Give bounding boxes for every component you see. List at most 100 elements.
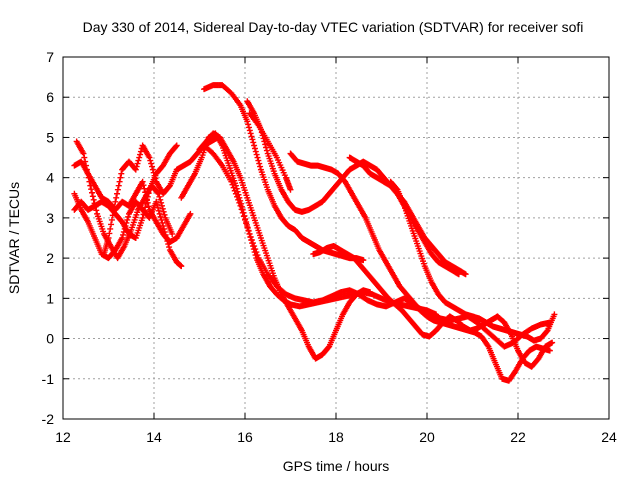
data-point bbox=[152, 175, 159, 182]
data-point bbox=[228, 178, 235, 185]
series-sat-l bbox=[287, 150, 553, 384]
data-point bbox=[154, 204, 161, 211]
data-point bbox=[263, 147, 270, 154]
data-point bbox=[141, 185, 148, 192]
data-point bbox=[242, 216, 248, 223]
data-point bbox=[254, 154, 261, 161]
y-tick-label: -2 bbox=[42, 411, 55, 427]
data-point bbox=[120, 231, 127, 238]
data-point bbox=[137, 151, 144, 158]
data-point bbox=[172, 143, 179, 150]
data-point bbox=[252, 148, 259, 155]
data-point bbox=[136, 154, 143, 161]
data-point bbox=[287, 186, 294, 193]
y-tick-label: -1 bbox=[42, 371, 55, 387]
data-point bbox=[106, 230, 113, 237]
data-point bbox=[237, 202, 244, 209]
data-point bbox=[247, 130, 254, 137]
data-point bbox=[367, 289, 374, 296]
data-point bbox=[245, 121, 252, 128]
data-point bbox=[249, 240, 256, 247]
data-point bbox=[178, 263, 185, 270]
data-point bbox=[87, 182, 94, 189]
data-point bbox=[157, 196, 164, 203]
data-point bbox=[551, 311, 558, 318]
series-sat-d bbox=[73, 138, 176, 262]
x-tick-label: 22 bbox=[510, 429, 526, 445]
data-point bbox=[140, 211, 147, 218]
data-point bbox=[248, 237, 255, 244]
data-point bbox=[484, 342, 491, 349]
y-tick-label: 7 bbox=[46, 49, 54, 65]
data-point bbox=[119, 235, 126, 241]
data-point bbox=[117, 174, 124, 181]
x-tick-label: 24 bbox=[601, 429, 617, 445]
data-point bbox=[105, 235, 112, 241]
data-point bbox=[154, 201, 161, 208]
series-sat-c bbox=[71, 142, 180, 241]
data-point bbox=[151, 172, 158, 179]
data-point bbox=[254, 252, 261, 259]
data-point bbox=[462, 271, 469, 278]
y-tick-label: 3 bbox=[46, 210, 54, 226]
data-point bbox=[114, 186, 121, 193]
series-sat-m bbox=[310, 243, 556, 370]
data-point bbox=[141, 207, 148, 214]
data-point bbox=[137, 148, 144, 155]
data-point bbox=[108, 216, 115, 223]
data-point bbox=[249, 136, 256, 143]
x-tick-label: 14 bbox=[146, 429, 162, 445]
series-sat-o bbox=[387, 178, 558, 344]
y-tick-label: 2 bbox=[46, 250, 54, 266]
data-point bbox=[230, 184, 237, 191]
y-axis-label: SDTVAR / TECUs bbox=[6, 182, 22, 294]
data-point bbox=[246, 127, 253, 134]
data-point bbox=[253, 249, 260, 256]
data-point bbox=[162, 231, 169, 238]
data-point bbox=[245, 124, 252, 131]
data-point bbox=[134, 160, 141, 167]
data-point bbox=[159, 219, 166, 226]
data-point bbox=[89, 193, 96, 200]
data-point bbox=[325, 344, 332, 351]
data-point bbox=[163, 235, 170, 241]
y-tick-label: 0 bbox=[46, 331, 54, 347]
data-point bbox=[250, 139, 257, 146]
data-point bbox=[236, 199, 243, 206]
data-point bbox=[149, 166, 156, 173]
data-point bbox=[115, 182, 122, 189]
data-point bbox=[173, 142, 180, 149]
data-point bbox=[90, 196, 97, 203]
data-point bbox=[231, 187, 238, 194]
y-tick-label: 6 bbox=[46, 89, 54, 105]
data-point bbox=[157, 213, 164, 220]
data-point bbox=[88, 186, 95, 193]
data-point bbox=[234, 193, 241, 200]
x-axis-label: GPS time / hours bbox=[283, 458, 390, 474]
data-point bbox=[82, 158, 89, 165]
data-point bbox=[139, 178, 146, 185]
data-point bbox=[85, 174, 92, 181]
data-point bbox=[153, 198, 160, 205]
data-point bbox=[148, 160, 155, 167]
x-tick-label: 12 bbox=[55, 429, 71, 445]
data-point bbox=[252, 246, 259, 253]
data-point bbox=[139, 214, 146, 221]
data-point bbox=[84, 170, 91, 177]
data-point bbox=[147, 157, 154, 164]
series-sat-g bbox=[196, 130, 374, 362]
data-point bbox=[140, 182, 147, 189]
data-point bbox=[245, 227, 252, 234]
data-point bbox=[92, 203, 99, 210]
data-point bbox=[240, 213, 247, 220]
data-point bbox=[108, 221, 115, 228]
data-point bbox=[107, 225, 114, 232]
data-point bbox=[125, 213, 132, 220]
data-point bbox=[229, 181, 236, 188]
data-point bbox=[83, 162, 90, 169]
data-point bbox=[124, 216, 131, 223]
data-point bbox=[253, 151, 260, 158]
data-point bbox=[116, 178, 123, 185]
data-point bbox=[158, 202, 165, 209]
